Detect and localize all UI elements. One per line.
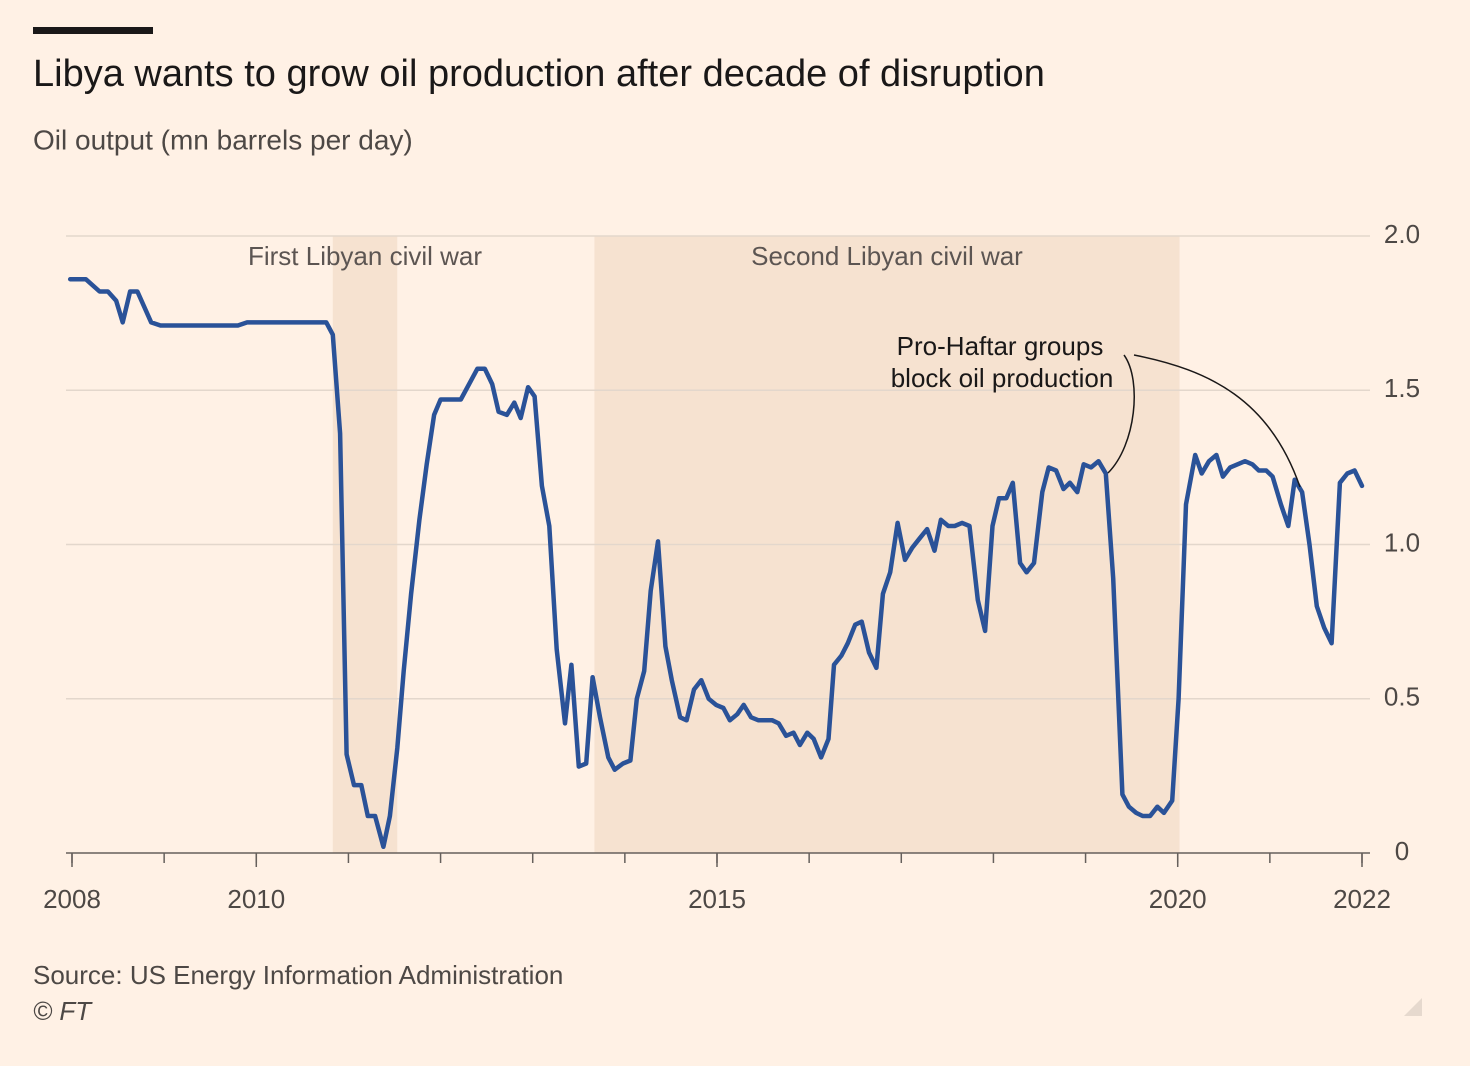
x-tick-label: 2020: [1149, 884, 1207, 914]
y-tick-label: 0: [1395, 836, 1409, 866]
plot: [67, 276, 1365, 850]
grid: [66, 235, 1370, 700]
x-tick-label: 2008: [43, 884, 101, 914]
credit: © FT: [33, 996, 93, 1026]
y-tick-label: 0.5: [1384, 682, 1420, 712]
x-tick-label: 2010: [227, 884, 285, 914]
shaded-period-label: First Libyan civil war: [248, 241, 482, 271]
x-tick-label: 2022: [1333, 884, 1391, 914]
corner-mark: [1404, 998, 1422, 1016]
annotation-line: Pro-Haftar groups: [897, 331, 1104, 361]
annotation-arrow: [1107, 354, 1135, 474]
brand-bar: [33, 27, 153, 34]
axes: 0 0.5 1.0 1.5 2.0 2008 2010 2015 2020 2022: [43, 219, 1420, 914]
y-tick-label: 2.0: [1384, 219, 1420, 249]
y-tick-label: 1.0: [1384, 527, 1420, 557]
annotation-line: block oil production: [891, 363, 1114, 393]
annotation-arrow: [1133, 354, 1301, 488]
chart-subtitle: Oil output (mn barrels per day): [33, 124, 413, 155]
shaded-period-label: Second Libyan civil war: [751, 241, 1023, 271]
x-tick-label: 2015: [688, 884, 746, 914]
y-tick-label: 1.5: [1384, 373, 1420, 403]
chart-title: Libya wants to grow oil production after…: [33, 53, 1045, 95]
series-line: [67, 276, 1365, 850]
source: Source: US Energy Information Administra…: [33, 960, 563, 990]
